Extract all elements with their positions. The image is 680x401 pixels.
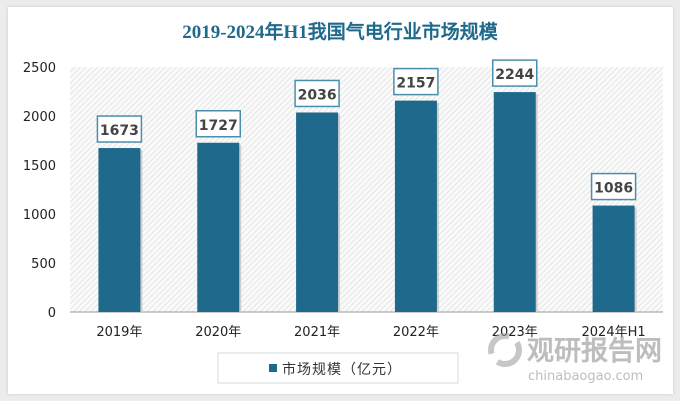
legend-swatch bbox=[269, 364, 277, 372]
bar bbox=[296, 112, 339, 312]
plot-area bbox=[70, 67, 663, 312]
data-label: 1727 bbox=[199, 118, 238, 134]
data-label: 1673 bbox=[100, 123, 139, 139]
bar bbox=[98, 148, 141, 312]
bar bbox=[493, 92, 536, 312]
x-tick-label: 2019年 bbox=[96, 325, 142, 340]
watermark-cn: 观研报告网 bbox=[527, 336, 662, 367]
y-tick-label: 2000 bbox=[23, 110, 56, 125]
data-label-box bbox=[96, 115, 143, 143]
data-label: 2036 bbox=[298, 87, 337, 103]
y-tick-label: 1000 bbox=[23, 208, 56, 223]
x-tick-label: 2022年 bbox=[393, 325, 439, 340]
data-label: 2157 bbox=[396, 76, 435, 92]
data-label-box bbox=[294, 79, 340, 108]
data-label-box bbox=[195, 110, 241, 138]
watermark: 观研报告网 chinabaogao.com bbox=[488, 333, 662, 384]
bar bbox=[592, 205, 635, 312]
x-tick-label: 2020年 bbox=[195, 325, 241, 340]
data-label: 2244 bbox=[495, 67, 534, 83]
data-label-box bbox=[492, 59, 538, 87]
data-label-box bbox=[393, 67, 439, 96]
y-tick-label: 0 bbox=[48, 306, 56, 321]
x-tick-label: 2021年 bbox=[294, 325, 340, 340]
data-label-box bbox=[590, 172, 637, 201]
chart-title: 2019-2024年H1我国气电行业市场规模 bbox=[182, 20, 499, 43]
legend: 市场规模（亿元） bbox=[217, 352, 459, 384]
watermark-en: chinabaogao.com bbox=[528, 369, 643, 384]
x-tick-label: 2024年H1 bbox=[582, 325, 646, 340]
y-tick-label: 1500 bbox=[23, 159, 56, 174]
y-tick-label: 500 bbox=[31, 257, 56, 272]
legend-label: 市场规模（亿元） bbox=[282, 361, 402, 378]
bar bbox=[394, 100, 437, 312]
y-tick-label: 2500 bbox=[23, 61, 56, 76]
bar bbox=[197, 142, 240, 312]
data-label: 1086 bbox=[594, 181, 633, 197]
